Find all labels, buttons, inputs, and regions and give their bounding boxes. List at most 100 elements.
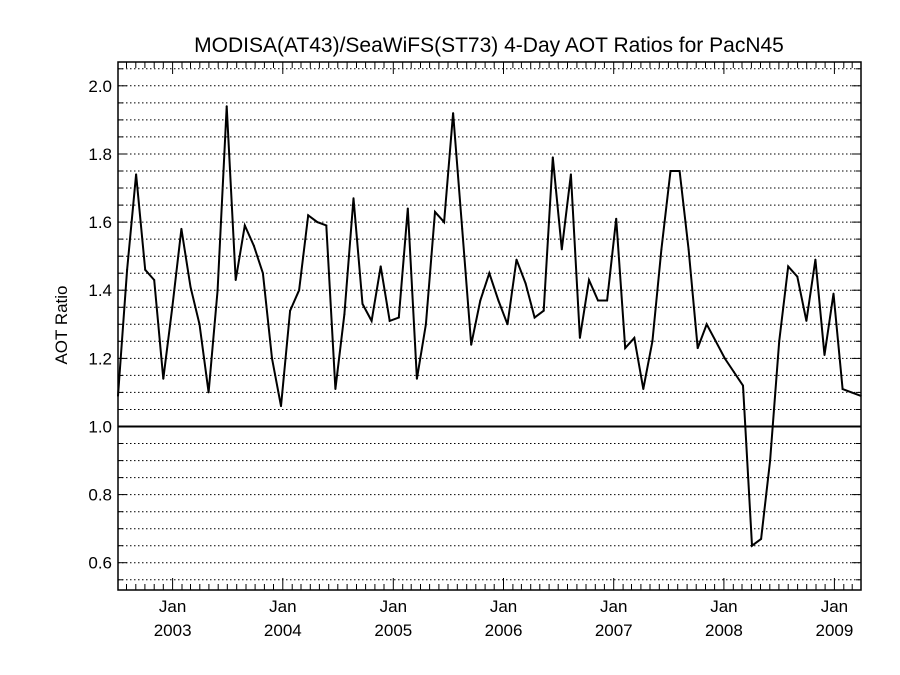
data-point (461, 227, 464, 230)
data-point (379, 265, 382, 268)
data-point (470, 343, 473, 346)
data-point (388, 319, 391, 322)
data-point (696, 347, 699, 350)
data-point (796, 275, 799, 278)
y-tick-label: 1.2 (88, 349, 112, 368)
data-point (135, 173, 138, 176)
data-point (397, 316, 400, 319)
data-point (162, 377, 165, 380)
data-point (560, 248, 563, 251)
data-point (334, 388, 337, 390)
data-point (597, 299, 599, 302)
data-point (443, 221, 446, 224)
data-point (624, 347, 627, 350)
data-point (615, 217, 618, 220)
data-point (850, 391, 853, 394)
data-point (742, 384, 744, 387)
data-point (814, 258, 817, 261)
x-tick-label-month: Jan (269, 597, 296, 616)
data-point (751, 544, 753, 547)
data-point (588, 279, 590, 281)
data-point (769, 459, 772, 462)
data-point (126, 268, 129, 271)
x-tick-label-month: Jan (159, 597, 186, 616)
data-point (488, 272, 491, 275)
data-point (669, 170, 672, 172)
x-tick-label-month: Jan (380, 597, 407, 616)
data-point (234, 279, 237, 281)
data-point (832, 292, 835, 295)
data-point (479, 299, 482, 302)
x-tick-label-year: 2007 (595, 621, 633, 640)
data-point (280, 405, 282, 408)
x-tick-label-month: Jan (821, 597, 848, 616)
data-point (678, 170, 681, 172)
data-point (723, 357, 726, 360)
y-tick-label: 1.6 (88, 213, 112, 232)
data-point (823, 354, 826, 356)
data-point (316, 221, 319, 224)
data-point (261, 272, 264, 275)
x-tick-label-year: 2006 (485, 621, 523, 640)
data-point (452, 112, 455, 115)
y-tick-label: 1.8 (88, 145, 112, 164)
data-point (660, 248, 663, 251)
data-point (841, 388, 844, 390)
data-point (406, 207, 409, 210)
data-point (805, 319, 808, 322)
data-point (307, 214, 310, 217)
data-point (207, 391, 210, 394)
x-tick-label-year: 2004 (264, 621, 302, 640)
data-point (551, 156, 554, 159)
data-point (606, 299, 609, 302)
data-point (225, 105, 228, 108)
data-point (424, 323, 427, 326)
data-point (524, 282, 527, 285)
data-point (243, 224, 246, 227)
data-point (343, 313, 346, 316)
series-line (117, 106, 862, 548)
data-point (180, 227, 183, 230)
data-point (732, 371, 735, 373)
x-tick-label-year: 2009 (816, 621, 854, 640)
data-point (497, 299, 500, 302)
data-point (642, 388, 645, 390)
x-tick-label-year: 2003 (154, 621, 192, 640)
data-point (569, 173, 572, 176)
data-point (651, 340, 654, 343)
data-point (760, 537, 763, 540)
chart-title: MODISA(AT43)/SeaWiFS(ST73) 4-Day AOT Rat… (194, 34, 784, 57)
data-point (506, 323, 509, 326)
data-point (370, 319, 373, 322)
plot-frame (117, 61, 862, 591)
data-point (515, 258, 518, 261)
data-point (252, 244, 255, 247)
y-tick-label: 0.6 (88, 554, 112, 573)
data-point (687, 248, 690, 251)
data-point (216, 289, 219, 292)
x-tick-label-year: 2008 (705, 621, 743, 640)
data-point (153, 279, 156, 281)
data-point (434, 210, 436, 213)
data-point (633, 336, 636, 339)
data-point (578, 336, 581, 339)
data-point (714, 340, 717, 343)
y-tick-label: 0.8 (88, 486, 112, 505)
y-tick-label: 1.4 (88, 281, 112, 300)
data-point (171, 306, 174, 309)
data-point (361, 302, 364, 305)
x-tick-label-month: Jan (600, 597, 627, 616)
data-point (415, 377, 418, 380)
data-point (705, 323, 708, 326)
x-tick-label-month: Jan (490, 597, 517, 616)
y-tick-labels: 0.6 0.8 1.0 1.2 1.4 1.6 1.8 2.0 (88, 77, 112, 573)
data-point (144, 268, 147, 271)
ticks (118, 62, 861, 590)
data-point (533, 316, 536, 319)
data-point (198, 323, 201, 326)
data-point (325, 224, 328, 227)
data-point (352, 197, 355, 200)
data-point (298, 289, 301, 292)
x-tick-labels: Jan 2003 Jan 2004 Jan 2005 Jan 2006 Jan 2007 Jan 20… (154, 597, 854, 640)
